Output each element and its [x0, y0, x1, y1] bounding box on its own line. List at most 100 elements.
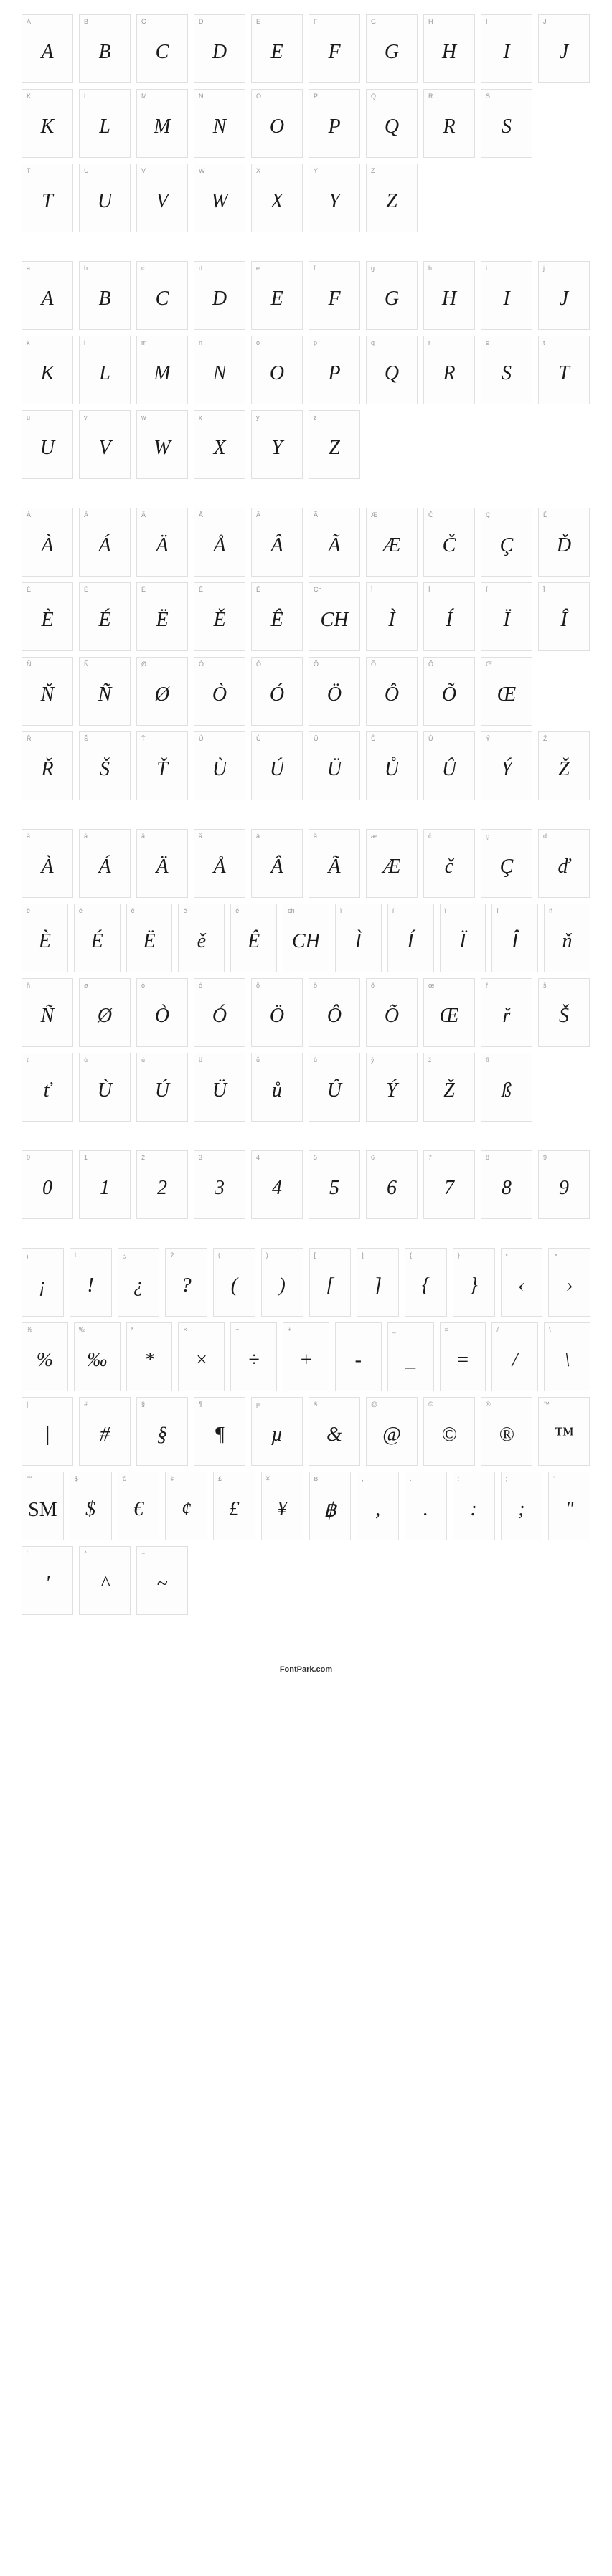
glyph-cell: &&	[309, 1397, 360, 1466]
glyph-label: J	[539, 15, 589, 28]
glyph-display: T	[22, 177, 72, 232]
section-lowercase: aAbBcCdDeEfFgGhHiIjJkKlLmMnNoOpPqQrRsStT…	[22, 261, 590, 479]
glyph-label: §	[137, 1398, 187, 1411]
glyph-display: W	[194, 177, 245, 232]
glyph-display: R	[424, 103, 474, 157]
glyph-label: ñ	[22, 979, 72, 992]
glyph-cell: VV	[136, 164, 188, 232]
glyph-label: ť	[22, 1053, 72, 1066]
glyph-display: [	[310, 1261, 351, 1316]
glyph-cell: aA	[22, 261, 73, 330]
glyph-display: ]	[357, 1261, 398, 1316]
glyph-cell: //	[491, 1322, 538, 1391]
glyph-label: I	[481, 15, 532, 28]
glyph-display: Ä	[137, 843, 187, 897]
glyph-display: ;	[502, 1485, 542, 1540]
glyph-label: ?	[166, 1249, 207, 1261]
glyph-cell: ÜÜ	[309, 731, 360, 800]
glyph-cell: ÆÆ	[366, 508, 418, 577]
glyph-display: 7	[424, 1164, 474, 1218]
glyph-cell: WW	[194, 164, 245, 232]
glyph-cell: ĎĎ	[538, 508, 590, 577]
glyph-label: ž	[424, 1053, 474, 1066]
glyph-cell: pP	[309, 336, 360, 404]
glyph-display: ‰	[75, 1336, 120, 1391]
glyph-display: 3	[194, 1164, 245, 1218]
glyph-display: Ê	[252, 596, 302, 650]
glyph-display: S	[481, 349, 532, 404]
glyph-label: r	[424, 336, 474, 349]
glyph-label: Æ	[367, 508, 417, 521]
glyph-label: š	[539, 979, 589, 992]
glyph-cell: ™™	[538, 1397, 590, 1466]
glyph-display: -	[336, 1336, 381, 1391]
glyph-label: p	[309, 336, 359, 349]
glyph-label: w	[137, 411, 187, 424]
glyph-cell: ŇŇ	[22, 657, 73, 726]
glyph-cell: üÜ	[194, 1053, 245, 1122]
glyph-row: àÀáÁäÄåÅâÂãÃæÆččçÇďď	[22, 829, 590, 898]
glyph-display: Õ	[367, 992, 417, 1046]
glyph-cell: ((	[213, 1248, 255, 1317]
glyph-label: ฿	[310, 1472, 351, 1486]
glyph-cell: ¥¥	[261, 1472, 303, 1540]
glyph-label: F	[309, 15, 359, 28]
glyph-display: €	[118, 1485, 159, 1540]
glyph-cell: öÖ	[251, 978, 303, 1047]
glyph-display: Z	[309, 424, 359, 478]
glyph-label: ó	[194, 979, 245, 992]
glyph-row: KKLLMMNNOOPPQQRRSS	[22, 89, 590, 158]
glyph-display: )	[262, 1261, 303, 1316]
glyph-display: Æ	[367, 843, 417, 897]
glyph-cell: ěě	[178, 904, 225, 972]
glyph-display: B	[80, 28, 130, 82]
glyph-cell: lL	[79, 336, 131, 404]
glyph-cell: zZ	[309, 410, 360, 479]
glyph-display: H	[424, 28, 474, 82]
glyph-cell: ŠŠ	[79, 731, 131, 800]
glyph-label: z	[309, 411, 359, 424]
glyph-label: [	[310, 1249, 351, 1261]
glyph-cell: ìÌ	[335, 904, 382, 972]
glyph-label: q	[367, 336, 417, 349]
glyph-display: $	[70, 1485, 111, 1540]
glyph-cell: 99	[538, 1150, 590, 1219]
glyph-row: ťťùÙúÚüÜůůûÛýÝžŽßß	[22, 1053, 590, 1122]
glyph-label: õ	[367, 979, 417, 992]
glyph-cell: jJ	[538, 261, 590, 330]
glyph-display: È	[22, 917, 67, 972]
glyph-display: É	[75, 917, 120, 972]
glyph-display: Ë	[137, 596, 187, 650]
glyph-label: Í	[424, 583, 474, 596]
glyph-label: E	[252, 15, 302, 28]
glyph-label: X	[252, 164, 302, 177]
glyph-label: Z	[367, 164, 417, 177]
glyph-display: Ú	[137, 1066, 187, 1121]
glyph-label: n	[194, 336, 245, 349]
glyph-display: Ž	[424, 1066, 474, 1121]
glyph-label: å	[194, 830, 245, 843]
glyph-display: Ř	[22, 745, 72, 800]
glyph-display: Q	[367, 349, 417, 404]
glyph-cell: 66	[366, 1150, 418, 1219]
glyph-display: "	[549, 1485, 590, 1540]
glyph-display: ů	[252, 1066, 302, 1121]
glyph-label: <	[502, 1249, 542, 1261]
glyph-display: Ñ	[22, 992, 72, 1046]
glyph-label: î	[492, 904, 537, 917]
glyph-label: !	[70, 1249, 111, 1261]
glyph-cell: ïÏ	[440, 904, 486, 972]
glyph-chart: AABBCCDDEEFFGGHHIIJJKKLLMMNNOOPPQQRRSSTT…	[0, 0, 612, 1703]
glyph-label: 8	[481, 1151, 532, 1164]
glyph-label: 5	[309, 1151, 359, 1164]
glyph-cell: øØ	[79, 978, 131, 1047]
glyph-cell: ^^	[79, 1546, 131, 1615]
glyph-label: Š	[80, 732, 130, 745]
glyph-label: Ů	[367, 732, 417, 745]
section-accented-upper: ÀÀÁÁÄÄÅÅÂÂÃÃÆÆČČÇÇĎĎÈÈÉÉËËĚĚÊÊChCHÌÌÍÍÏÏ…	[22, 508, 590, 800]
glyph-label: ℠	[22, 1472, 63, 1486]
glyph-cell: ÀÀ	[22, 508, 73, 577]
glyph-label: ¢	[166, 1472, 207, 1485]
glyph-cell: NN	[194, 89, 245, 158]
glyph-cell: ''	[22, 1546, 73, 1615]
